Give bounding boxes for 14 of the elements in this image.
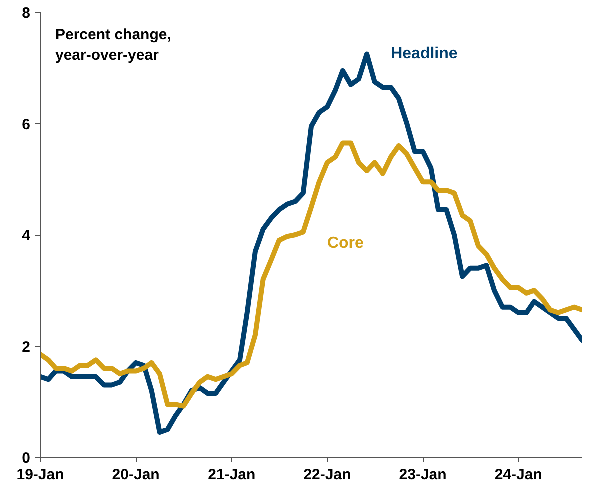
series-label: Headline	[391, 46, 458, 63]
x-tick-label: 20-Jan	[112, 466, 160, 484]
x-tick-label: 22-Jan	[304, 466, 352, 484]
y-tick-label: 4	[22, 228, 32, 244]
y-tick-label: 6	[22, 116, 30, 134]
y-tick-label: 2	[22, 338, 30, 356]
y-tick-label: 0	[22, 450, 30, 467]
x-tick-label: 19-Jan	[16, 466, 64, 484]
x-tick-label: 24-Jan	[494, 466, 542, 484]
y-tick-label: 8	[22, 5, 30, 22]
x-tick-label: 21-Jan	[208, 466, 256, 484]
y-axis-title: Percent change, year-over-year	[56, 26, 172, 64]
x-tick-label: 23-Jan	[399, 466, 447, 484]
series-label: Core	[327, 234, 364, 252]
